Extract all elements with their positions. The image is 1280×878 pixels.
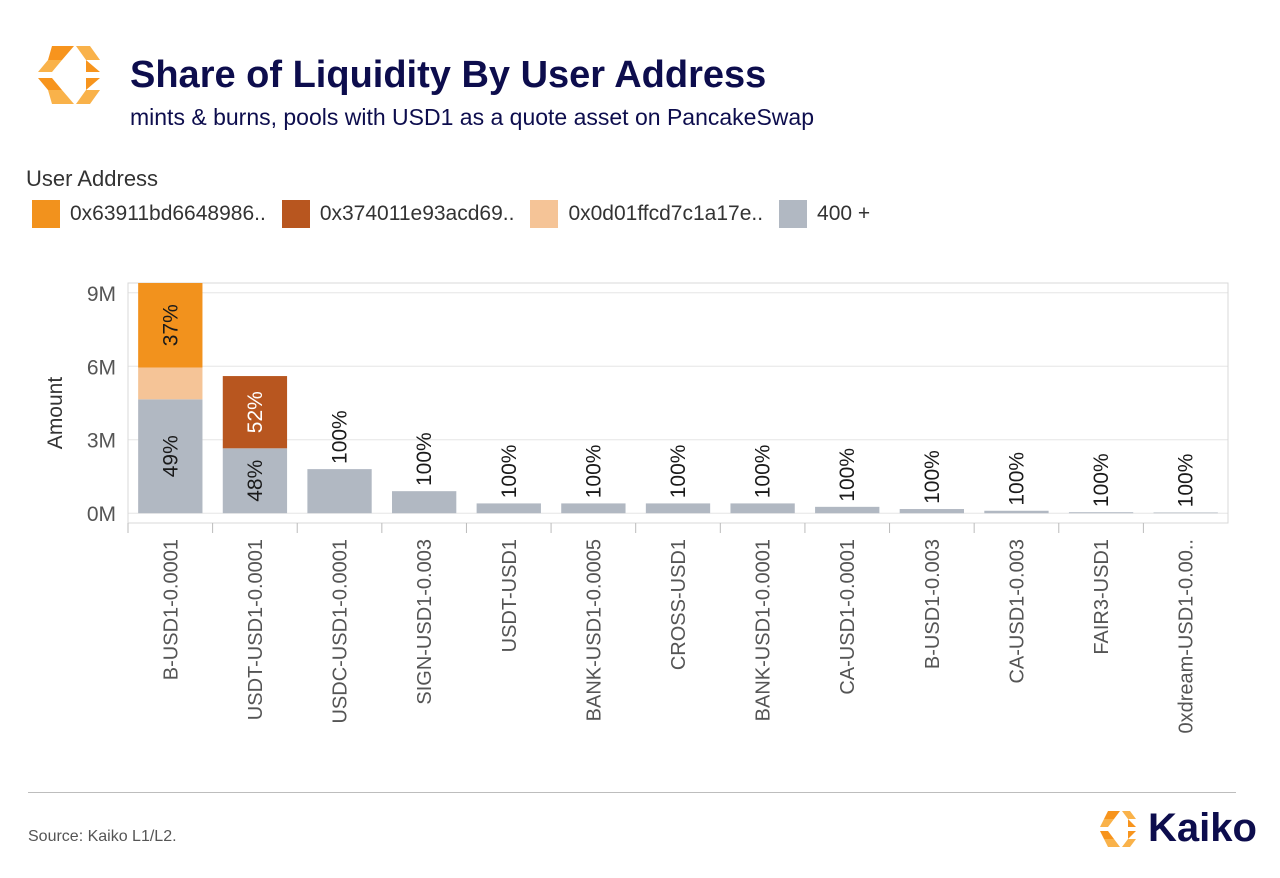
legend-item[interactable]: 0x63911bd6648986.. [32,200,266,228]
x-tick-label: SIGN-USD1-0.003 [414,539,436,705]
brand-footer: Kaiko [1096,806,1257,851]
data-label: 100% [582,445,605,499]
bar-segment [1153,512,1218,514]
bar-segment [222,448,288,514]
chart-subtitle: mints & burns, pools with USD1 as a quot… [130,104,814,130]
bar-segment [307,469,372,514]
bar-segment [476,503,541,514]
footer-divider [28,792,1236,793]
data-label: 100% [329,410,352,464]
legend: 0x63911bd6648986.. 0x374011e93acd69.. 0x… [32,200,886,228]
y-tick-label: 9M [87,283,116,306]
x-tick-label: CROSS-USD1 [668,539,690,670]
legend-swatch [530,200,559,228]
chart-title: Share of Liquidity By User Address [130,54,767,96]
bar-segment [138,399,203,514]
x-tick-label: BANK-USD1-0.0001 [753,539,775,721]
bar-segment [815,506,880,514]
x-tick-label: USDC-USD1-0.0001 [330,539,352,724]
legend-item[interactable]: 400 + [779,200,870,228]
data-label: 100% [1090,453,1113,507]
legend-item[interactable]: 0x0d01ffcd7c1a17e.. [530,200,763,228]
bar-segment [1068,512,1134,514]
y-axis-label: Amount [44,377,67,450]
x-tick-label: BANK-USD1-0.0005 [583,539,605,721]
data-label: 37% [159,304,182,346]
data-label: 49% [159,435,182,477]
y-tick-label: 0M [87,503,116,526]
y-tick-label: 6M [87,356,116,379]
brand-name: Kaiko [1148,806,1257,850]
bar-segment [392,491,457,514]
bar-segment [138,367,203,400]
legend-title: User Address [26,166,159,191]
source-note: Source: Kaiko L1/L2. [28,828,177,845]
y-tick-label: 3M [87,430,116,453]
data-label: 100% [752,445,775,499]
x-tick-label: FAIR3-USD1 [1091,539,1113,655]
data-label: 100% [413,432,436,486]
data-label: 100% [1175,454,1198,508]
bar-segment [222,376,288,449]
bar-chart: 0M 3M 6M 9M Amount 49% 37% B-USD1-0.0001 48% 52% U… [44,282,1229,734]
legend-swatch [779,200,808,228]
data-label: 100% [667,445,690,499]
bar-segment [561,503,626,514]
bar-segment [984,510,1049,514]
legend-label: 400 + [817,202,871,225]
bar-segment [899,509,964,514]
legend-item[interactable]: 0x374011e93acd69.. [281,200,515,228]
bar-segment [138,283,203,368]
x-tick-label: CA-USD1-0.003 [1006,539,1028,684]
legend-label: 0x63911bd6648986.. [70,202,266,225]
x-tick-label: CA-USD1-0.0001 [837,539,859,695]
data-label: 48% [244,460,267,502]
legend-label: 0x0d01ffcd7c1a17e.. [568,202,764,225]
bar-segment [645,503,711,514]
plot-frame [127,282,1229,524]
legend-swatch [281,200,310,228]
x-tick-label: B-USD1-0.003 [922,539,944,669]
x-tick-label: 0xdream-USD1-0.00.. [1176,539,1198,734]
data-label: 100% [498,445,521,499]
data-label: 100% [921,450,944,504]
kaiko-mark-icon [1100,810,1136,847]
bar-segment [730,503,795,514]
legend-label: 0x374011e93acd69.. [319,202,515,225]
data-label: 100% [1005,452,1028,506]
data-label: 52% [244,391,267,433]
data-label: 100% [836,448,859,502]
x-tick-label: B-USD1-0.0001 [160,539,182,680]
kaiko-logo-icon [38,46,100,104]
legend-swatch [32,200,60,228]
x-tick-label: USDT-USD1-0.0001 [245,539,267,720]
x-tick-label: USDT-USD1 [499,539,521,652]
